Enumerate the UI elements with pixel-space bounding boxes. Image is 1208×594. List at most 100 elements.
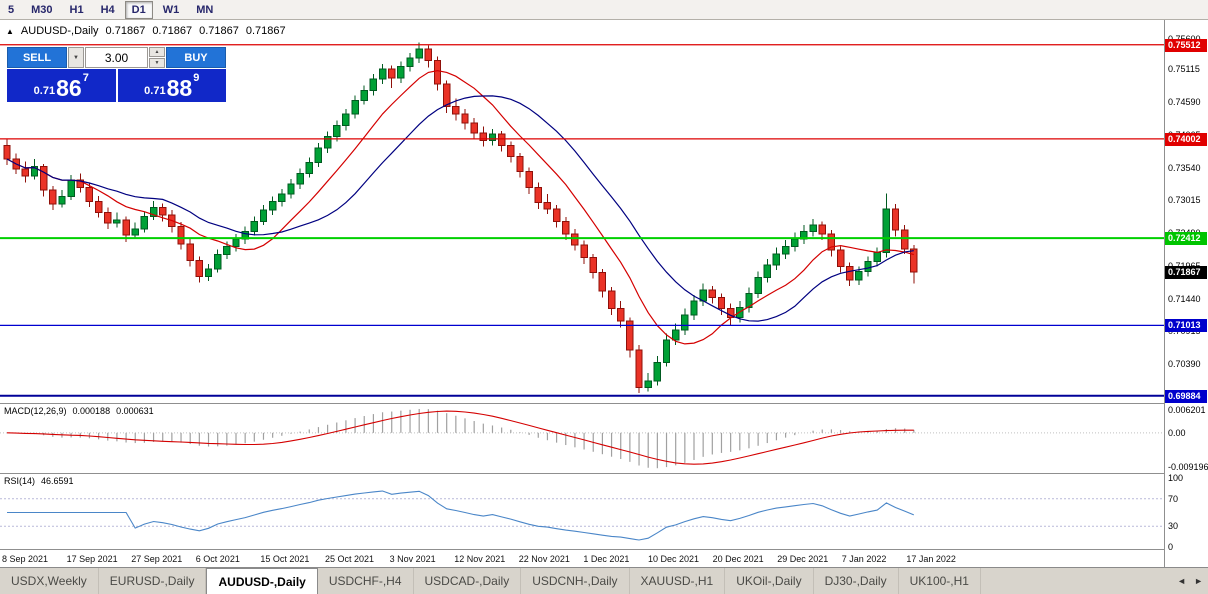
- date-axis-label: 29 Dec 2021: [777, 554, 829, 564]
- sell-price-prefix: 0.71: [33, 85, 56, 97]
- timeframe-button-m30[interactable]: M30: [31, 3, 53, 16]
- rsi-name: RSI(14): [4, 476, 36, 486]
- current-price-badge: 0.71867: [1165, 266, 1207, 280]
- buy-button[interactable]: BUY: [166, 47, 226, 68]
- chart-tab-xauusd-h1[interactable]: XAUUSD-,H1: [630, 568, 726, 594]
- price-axis-label: 0.74590: [1168, 97, 1201, 108]
- tabs-scroll-left-icon[interactable]: ◄: [1177, 576, 1187, 586]
- rsi-axis-label: 30: [1168, 521, 1179, 532]
- date-axis-label: 22 Nov 2021: [518, 554, 570, 564]
- open-value: 0.71867: [105, 25, 146, 37]
- rsi-value: 46.6591: [41, 476, 74, 486]
- macd-name: MACD(12,26,9): [4, 406, 67, 416]
- macd-signal-value: 0.000631: [116, 406, 154, 416]
- chart-tab-usdchf-h4[interactable]: USDCHF-,H4: [318, 568, 414, 594]
- date-axis-label: 7 Jan 2022: [841, 554, 887, 564]
- price-axis-label: 0.73015: [1168, 195, 1201, 206]
- chart-tab-eurusd-daily[interactable]: EURUSD-,Daily: [99, 568, 207, 594]
- date-axis-label: 25 Oct 2021: [325, 554, 375, 564]
- sell-price-button[interactable]: 0.71 86 7: [7, 69, 116, 102]
- rsi-axis-label: 100: [1168, 473, 1184, 483]
- volume-dropdown-button[interactable]: ▼: [68, 47, 84, 68]
- chart-tab-uk100-h1[interactable]: UK100-,H1: [899, 568, 981, 594]
- rsi-axis-label: 70: [1168, 493, 1179, 504]
- timeframe-button-mn[interactable]: MN: [196, 3, 214, 16]
- rsi-line: [7, 490, 915, 541]
- buy-price-pip: 9: [193, 72, 200, 84]
- volume-increase-button[interactable]: ▲: [149, 47, 165, 57]
- price-axis-label: 0.73540: [1168, 162, 1201, 173]
- price-axis-label: 0.75115: [1168, 64, 1200, 75]
- navy-level-badge: 0.69884: [1165, 389, 1207, 403]
- chart-window: 0.756000.751150.745900.740650.735400.730…: [0, 20, 1208, 567]
- date-axis-label: 17 Sep 2021: [66, 554, 118, 564]
- green-level-badge: 0.72412: [1165, 232, 1207, 246]
- timeframe-button-5[interactable]: 5: [8, 3, 15, 16]
- macd-axis-label: 0.006201: [1168, 404, 1206, 415]
- volume-decrease-button[interactable]: ▼: [149, 58, 165, 68]
- timeframe-toolbar: 5 M30 H1 H4 D1 W1 MN: [0, 0, 1208, 20]
- symbol-triangle-icon: ▲: [6, 26, 14, 36]
- date-axis-label: 6 Oct 2021: [195, 554, 240, 564]
- rsi-indicator-label: RSI(14) 46.6591: [4, 476, 74, 486]
- date-axis-label: 10 Dec 2021: [648, 554, 700, 564]
- chevron-down-icon: ▼: [73, 54, 79, 61]
- macd-signal-line: [6, 410, 914, 465]
- chart-ohlc-header: ▲ AUDUSD-,Daily 0.71867 0.71867 0.71867 …: [6, 25, 286, 37]
- chart-tab-audusd-daily[interactable]: AUDUSD-,Daily: [206, 568, 318, 594]
- timeframe-button-h1[interactable]: H1: [69, 3, 84, 16]
- price-axis[interactable]: 0.756000.751150.745900.740650.735400.730…: [1164, 20, 1208, 567]
- resistance-level-badge-2: 0.74002: [1165, 132, 1207, 146]
- price-axis-label: 0.71440: [1168, 293, 1201, 304]
- macd-value: 0.000188: [72, 406, 111, 416]
- candlestick-series: [3, 42, 918, 393]
- fast-ma-line: [6, 69, 914, 345]
- price-axis-label: 0.70390: [1168, 359, 1201, 370]
- date-axis-label: 3 Nov 2021: [389, 554, 436, 564]
- close-value: 0.71867: [245, 25, 286, 37]
- buy-price-prefix: 0.71: [144, 85, 166, 97]
- date-axis-label: 17 Jan 2022: [906, 554, 956, 564]
- chart-tab-dj30-daily[interactable]: DJ30-,Daily: [814, 568, 899, 594]
- blue-level-badge: 0.71013: [1165, 319, 1207, 333]
- volume-stepper: ▲ ▼: [149, 47, 165, 68]
- resistance-level-badge-1: 0.75512: [1165, 38, 1207, 52]
- symbol-label: AUDUSD-,Daily: [20, 25, 99, 37]
- chart-tab-usdcad-daily[interactable]: USDCAD-,Daily: [414, 568, 522, 594]
- buy-price-big: 88: [166, 75, 193, 101]
- timeframe-button-h4[interactable]: H4: [100, 3, 115, 16]
- date-axis-label: 8 Sep 2021: [2, 554, 49, 564]
- chart-tab-list: USDX,Weekly EURUSD-,Daily AUDUSD-,Daily USD…: [0, 568, 981, 594]
- volume-input[interactable]: [85, 47, 148, 68]
- chart-tab-usdcnh-daily[interactable]: USDCNH-,Daily: [521, 568, 630, 594]
- chart-tab-ukoil-daily[interactable]: UKOil-,Daily: [725, 568, 814, 594]
- slow-ma-line: [6, 95, 914, 322]
- date-axis-label: 15 Oct 2021: [260, 554, 310, 564]
- macd-axis-label: -0.009196: [1168, 462, 1208, 473]
- timeframe-button-w1[interactable]: W1: [162, 3, 180, 16]
- price-axis-label: 0.71965: [1168, 260, 1201, 272]
- buy-price-button[interactable]: 0.71 88 9: [117, 69, 226, 102]
- chart-tab-usdx-weekly[interactable]: USDX,Weekly: [0, 568, 99, 594]
- timeframe-button-d1[interactable]: D1: [124, 0, 153, 19]
- time-axis[interactable]: 8 Sep 2021 17 Sep 2021 27 Sep 2021 6 Oct 20…: [0, 551, 1164, 567]
- sell-price-big: 86: [56, 75, 82, 101]
- date-axis-label: 20 Dec 2021: [712, 554, 764, 564]
- tab-scroll-controls: ◄ ►: [1177, 568, 1203, 594]
- tabs-scroll-right-icon[interactable]: ►: [1194, 576, 1203, 586]
- high-value: 0.71867: [152, 25, 193, 37]
- sell-button[interactable]: SELL: [7, 47, 67, 68]
- horizontal-level-lines[interactable]: [0, 44, 1164, 397]
- macd-histogram: [15, 408, 915, 469]
- sell-price-pip: 7: [82, 72, 89, 84]
- macd-axis-label: 0.00: [1168, 427, 1186, 438]
- date-axis-label: 12 Nov 2021: [454, 554, 506, 564]
- date-axis-label: 27 Sep 2021: [131, 554, 183, 564]
- macd-indicator-label: MACD(12,26,9) 0.000188 0.000631: [4, 406, 154, 416]
- rsi-axis-label: 0: [1168, 542, 1174, 552]
- date-axis-label: 1 Dec 2021: [583, 554, 630, 564]
- low-value: 0.71867: [199, 25, 239, 37]
- price-chart-canvas[interactable]: [0, 20, 1164, 567]
- chart-tabs-bar: USDX,Weekly EURUSD-,Daily AUDUSD-,Daily USD…: [0, 567, 1208, 594]
